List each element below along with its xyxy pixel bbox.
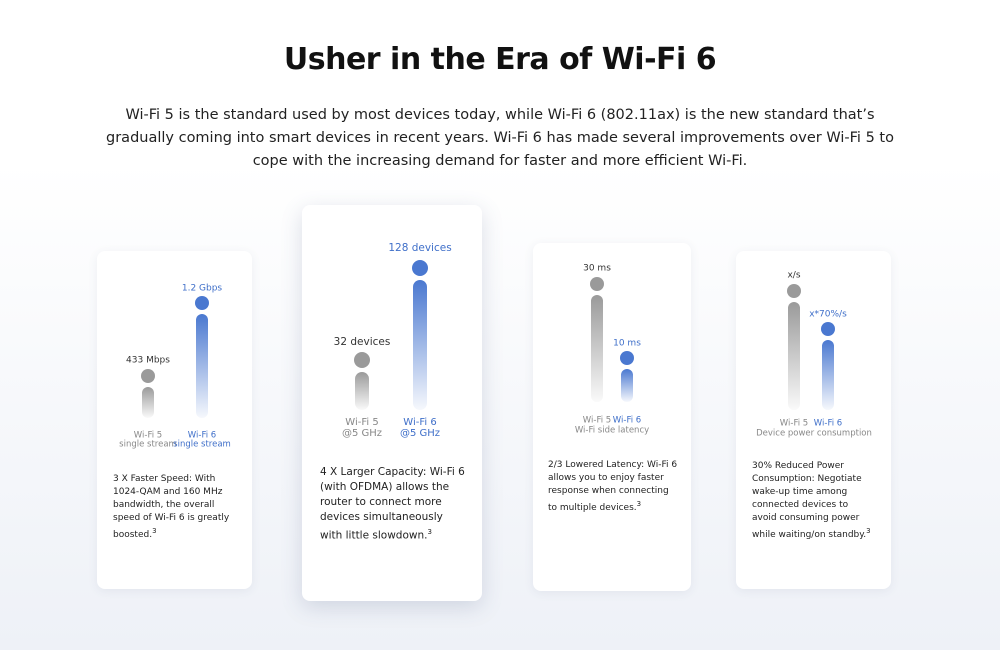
dot: [590, 277, 604, 291]
bar: [413, 280, 427, 410]
footnote: 3: [866, 527, 871, 535]
card-text: 30% Reduced Power Consumption: Negotiate…: [752, 460, 874, 542]
value-label: 10 ms: [613, 339, 641, 349]
bar: [822, 340, 834, 410]
card-text: 2/3 Lowered Latency: Wi-Fi 6 allows you …: [548, 459, 678, 515]
caption: Wi-Fi side latency: [575, 426, 649, 436]
bar-name: Wi-Fi 6: [613, 416, 641, 426]
card: [97, 251, 252, 589]
dot: [195, 296, 209, 310]
card-text: 3 X Faster Speed: With 1024-QAM and 160 …: [113, 473, 241, 542]
bar: [196, 314, 208, 418]
value-label: 1.2 Gbps: [182, 284, 223, 294]
title: Usher in the Era of Wi-Fi 6: [283, 42, 717, 77]
bar-name: Wi-Fi 6: [403, 417, 436, 428]
card: [533, 243, 691, 591]
bar-name: Wi-Fi 5: [780, 419, 808, 429]
card-description: 30% Reduced Power Consumption: Negotiate…: [752, 461, 867, 540]
footnote: 3: [152, 527, 157, 535]
card: [302, 205, 482, 601]
bar: [142, 387, 154, 418]
value-label: x/s: [787, 271, 800, 281]
dot: [354, 352, 370, 368]
bar-sub: single stream: [173, 440, 231, 450]
value-label: 128 devices: [388, 242, 451, 254]
bar-name: Wi-Fi 5: [583, 416, 611, 426]
card-description: 4 X Larger Capacity: Wi-Fi 6 (with OFDMA…: [320, 466, 465, 542]
caption: Device power consumption: [756, 429, 872, 439]
card-text: 4 X Larger Capacity: Wi-Fi 6 (with OFDMA…: [320, 465, 465, 544]
bar: [621, 369, 633, 402]
footnote: 3: [636, 500, 642, 508]
value-label: 32 devices: [334, 336, 391, 348]
bar-sub: @5 GHz: [342, 428, 382, 439]
bar: [355, 372, 369, 410]
dot: [141, 369, 155, 383]
bar-name: Wi-Fi 5: [134, 431, 162, 441]
bar-sub: @5 GHz: [400, 428, 440, 439]
description: Wi-Fi 5 is the standard used by most dev…: [106, 107, 894, 169]
bar-name: Wi-Fi 5: [345, 417, 378, 428]
value-label: x*70%/s: [809, 310, 847, 320]
dot: [412, 260, 428, 276]
card-description: 3 X Faster Speed: With 1024-QAM and 160 …: [113, 474, 230, 540]
dot: [821, 322, 835, 336]
bar-sub: single stream: [119, 440, 177, 450]
bar-name: Wi-Fi 6: [814, 419, 842, 429]
bar: [788, 302, 800, 410]
value-label: 433 Mbps: [126, 356, 170, 366]
bar: [591, 295, 603, 402]
card: [736, 251, 891, 589]
value-label: 30 ms: [583, 264, 611, 274]
dot: [787, 284, 801, 298]
bar-name: Wi-Fi 6: [188, 431, 216, 441]
footnote: 3: [427, 528, 432, 536]
dot: [620, 351, 634, 365]
card-description: 2/3 Lowered Latency: Wi-Fi 6 allows you …: [548, 460, 678, 513]
